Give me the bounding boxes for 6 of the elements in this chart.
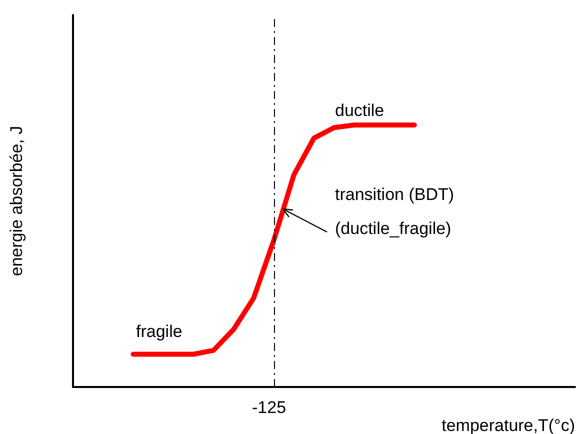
annotation: transition (BDT) <box>335 185 454 204</box>
annotation: fragile <box>136 322 182 341</box>
y-axis-title: energie absorbée, J <box>7 126 26 276</box>
text: ductile <box>335 101 384 120</box>
annotation: (ductile_fragile) <box>335 219 452 238</box>
text: -125 <box>252 398 286 417</box>
